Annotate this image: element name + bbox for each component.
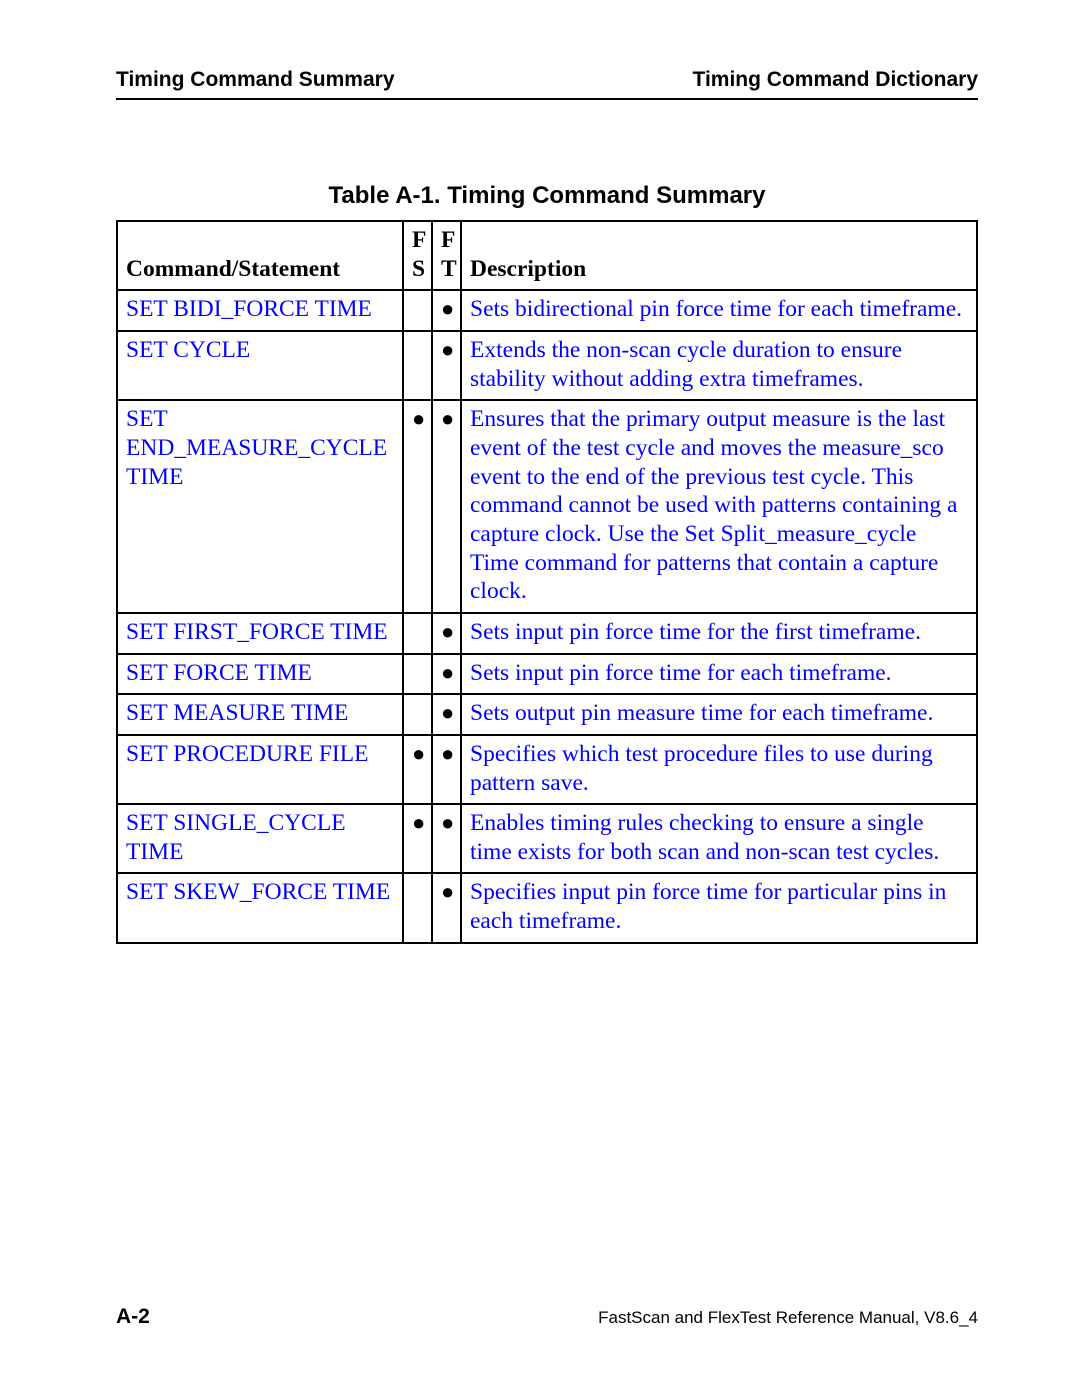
description-cell: Sets bidirectional pin force time for ea… bbox=[461, 290, 977, 331]
page-footer: A-2 FastScan and FlexTest Reference Manu… bbox=[116, 1305, 978, 1329]
command-link[interactable]: SET SKEW_FORCE TIME bbox=[126, 879, 390, 905]
bullet-icon: ● bbox=[441, 812, 454, 834]
header-right: Timing Command Dictionary bbox=[693, 68, 978, 92]
fs-cell bbox=[403, 331, 432, 400]
bullet-icon: ● bbox=[441, 743, 454, 765]
command-link[interactable]: SET SINGLE_CYCLE TIME bbox=[126, 810, 346, 865]
description-cell: Specifies which test procedure files to … bbox=[461, 735, 977, 804]
footer-reference: FastScan and FlexTest Reference Manual, … bbox=[598, 1308, 978, 1328]
fs-cell bbox=[403, 654, 432, 695]
table-row: SET SINGLE_CYCLE TIME ● ● Enables timing ru… bbox=[117, 804, 977, 873]
command-cell: SET BIDI_FORCE TIME bbox=[117, 290, 403, 331]
command-summary-table: Command/Statement FS FT Description SET … bbox=[116, 220, 978, 944]
command-link[interactable]: SET FORCE TIME bbox=[126, 660, 312, 686]
description-cell: Extends the non-scan cycle duration to e… bbox=[461, 331, 977, 400]
ft-cell: ● bbox=[432, 331, 461, 400]
fs-cell bbox=[403, 290, 432, 331]
table-row: SET FIRST_FORCE TIME ● Sets input pin forc… bbox=[117, 613, 977, 654]
table-row: SET SKEW_FORCE TIME ● Specifies input pin … bbox=[117, 873, 977, 942]
table-row: SET BIDI_FORCE TIME ● Sets bidirectional p… bbox=[117, 290, 977, 331]
command-cell: SET CYCLE bbox=[117, 331, 403, 400]
description-text: Sets input pin force time for each timef… bbox=[470, 660, 892, 686]
table-row: SET END_MEASURE_CYCLE TIME ● ● Ensures that… bbox=[117, 400, 977, 613]
fs-cell bbox=[403, 873, 432, 942]
description-text: Sets output pin measure time for each ti… bbox=[470, 700, 933, 726]
ft-cell: ● bbox=[432, 654, 461, 695]
bullet-icon: ● bbox=[412, 408, 425, 430]
col-header-ft: FT bbox=[432, 221, 461, 290]
page-number: A-2 bbox=[116, 1305, 150, 1329]
bullet-icon: ● bbox=[441, 881, 454, 903]
page-header: Timing Command Summary Timing Command Di… bbox=[116, 68, 978, 100]
command-cell: SET PROCEDURE FILE bbox=[117, 735, 403, 804]
fs-cell: ● bbox=[403, 735, 432, 804]
table-header-row: Command/Statement FS FT Description bbox=[117, 221, 977, 290]
header-left: Timing Command Summary bbox=[116, 68, 395, 92]
description-text: Specifies input pin force time for parti… bbox=[470, 879, 946, 934]
description-text: Extends the non-scan cycle duration to e… bbox=[470, 337, 902, 392]
command-link[interactable]: SET END_MEASURE_CYCLE TIME bbox=[126, 406, 387, 489]
ft-cell: ● bbox=[432, 873, 461, 942]
description-cell: Sets input pin force time for each timef… bbox=[461, 654, 977, 695]
bullet-icon: ● bbox=[441, 339, 454, 361]
table-row: SET MEASURE TIME ● Sets output pin measure… bbox=[117, 694, 977, 735]
ft-cell: ● bbox=[432, 290, 461, 331]
bullet-icon: ● bbox=[412, 743, 425, 765]
bullet-icon: ● bbox=[441, 662, 454, 684]
command-cell: SET MEASURE TIME bbox=[117, 694, 403, 735]
table-caption: Table A-1. Timing Command Summary bbox=[116, 182, 978, 210]
description-text: Sets bidirectional pin force time for ea… bbox=[470, 296, 962, 322]
col-header-description: Description bbox=[461, 221, 977, 290]
description-cell: Ensures that the primary output measure … bbox=[461, 400, 977, 613]
table-row: SET CYCLE ● Extends the non-scan cycle dur… bbox=[117, 331, 977, 400]
bullet-icon: ● bbox=[441, 298, 454, 320]
command-cell: SET SKEW_FORCE TIME bbox=[117, 873, 403, 942]
col-header-command: Command/Statement bbox=[117, 221, 403, 290]
bullet-icon: ● bbox=[412, 812, 425, 834]
command-link[interactable]: SET PROCEDURE FILE bbox=[126, 741, 368, 767]
table-row: SET FORCE TIME ● Sets input pin force time… bbox=[117, 654, 977, 695]
bullet-icon: ● bbox=[441, 408, 454, 430]
bullet-icon: ● bbox=[441, 702, 454, 724]
description-text: Ensures that the primary output measure … bbox=[470, 406, 958, 604]
table-row: SET PROCEDURE FILE ● ● Specifies which test… bbox=[117, 735, 977, 804]
command-link[interactable]: SET CYCLE bbox=[126, 337, 250, 363]
command-link[interactable]: SET MEASURE TIME bbox=[126, 700, 348, 726]
ft-cell: ● bbox=[432, 694, 461, 735]
bullet-icon: ● bbox=[441, 621, 454, 643]
fs-cell: ● bbox=[403, 400, 432, 613]
command-link[interactable]: SET BIDI_FORCE TIME bbox=[126, 296, 372, 322]
fs-cell bbox=[403, 694, 432, 735]
fs-cell bbox=[403, 613, 432, 654]
page: Timing Command Summary Timing Command Di… bbox=[0, 0, 1080, 1397]
fs-cell: ● bbox=[403, 804, 432, 873]
command-cell: SET END_MEASURE_CYCLE TIME bbox=[117, 400, 403, 613]
command-cell: SET FORCE TIME bbox=[117, 654, 403, 695]
ft-cell: ● bbox=[432, 804, 461, 873]
description-text: Enables timing rules checking to ensure … bbox=[470, 810, 939, 865]
description-cell: Specifies input pin force time for parti… bbox=[461, 873, 977, 942]
description-cell: Enables timing rules checking to ensure … bbox=[461, 804, 977, 873]
description-text: Sets input pin force time for the first … bbox=[470, 619, 921, 645]
command-cell: SET FIRST_FORCE TIME bbox=[117, 613, 403, 654]
command-link[interactable]: SET FIRST_FORCE TIME bbox=[126, 619, 388, 645]
ft-cell: ● bbox=[432, 735, 461, 804]
col-header-fs: FS bbox=[403, 221, 432, 290]
ft-cell: ● bbox=[432, 400, 461, 613]
ft-cell: ● bbox=[432, 613, 461, 654]
description-cell: Sets output pin measure time for each ti… bbox=[461, 694, 977, 735]
description-cell: Sets input pin force time for the first … bbox=[461, 613, 977, 654]
command-cell: SET SINGLE_CYCLE TIME bbox=[117, 804, 403, 873]
description-text: Specifies which test procedure files to … bbox=[470, 741, 933, 796]
